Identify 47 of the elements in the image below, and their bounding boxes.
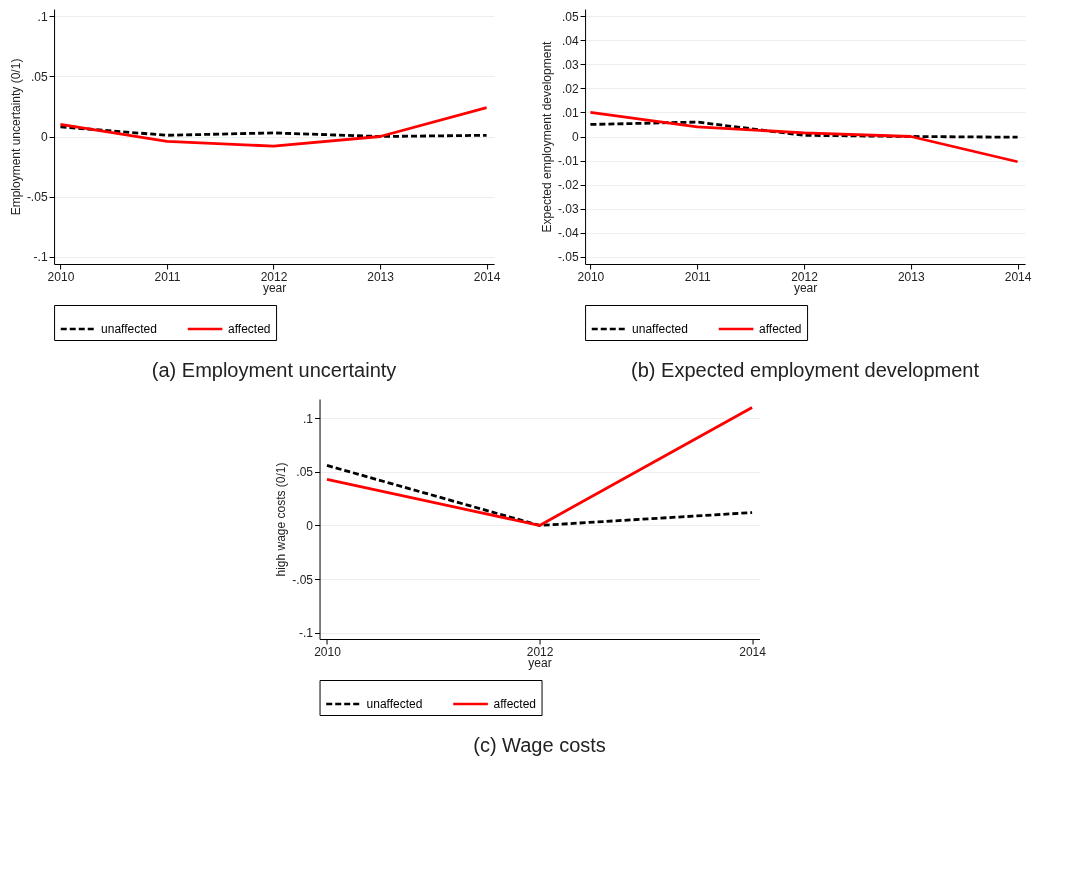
line-series <box>589 120 1019 139</box>
legend-label: unaffected <box>632 322 688 336</box>
x-tick-label: 2013 <box>897 269 925 284</box>
line-series <box>589 111 1019 164</box>
x-tick-label: 2010 <box>314 644 342 659</box>
y-tick-label: .03 <box>561 57 579 72</box>
text: (a) Employment uncertainty <box>151 358 397 381</box>
x-tick-label: 2011 <box>154 269 181 284</box>
y-tick-label: -.01 <box>557 154 579 169</box>
x-tick-label: 2014 <box>739 644 767 659</box>
y-axis-title: Employment uncertainty (0/1) <box>8 58 23 216</box>
x-tick-label: 2010 <box>47 269 75 284</box>
line-series <box>59 106 489 148</box>
y-tick-label: .02 <box>561 81 579 96</box>
text: (b) Expected employment development <box>631 358 980 381</box>
y-tick-label: .05 <box>561 9 579 24</box>
legend-label: unaffected <box>366 697 423 711</box>
line-series <box>59 125 489 138</box>
legend-label: affected <box>228 322 271 336</box>
y-tick-label: -.04 <box>557 226 579 241</box>
y-tick-label: 0 <box>40 130 48 144</box>
x-tick-label: 2011 <box>684 269 711 284</box>
y-tick-label: .01 <box>561 105 579 120</box>
y-tick-label: .04 <box>561 33 579 48</box>
x-tick-label: 2014 <box>473 269 501 284</box>
y-tick-label: -.05 <box>557 250 579 265</box>
y-tick-label: 0 <box>306 518 314 533</box>
y-tick-label: -.05 <box>26 190 48 205</box>
y-tick-label: -.03 <box>557 202 579 217</box>
y-tick-label: .1 <box>37 9 48 24</box>
legend-label: unaffected <box>101 322 157 336</box>
x-tick-label: 2010 <box>577 269 605 284</box>
y-tick-label: -.02 <box>557 178 579 193</box>
text: (c) Wage costs <box>473 733 606 756</box>
legend-label: affected <box>493 697 537 711</box>
y-tick-label: 0 <box>571 130 579 144</box>
y-tick-label: -.05 <box>292 572 314 587</box>
y-tick-label: .1 <box>303 411 314 426</box>
y-axis-title: high wage costs (0/1) <box>274 462 289 577</box>
y-axis-title: Expected employment development <box>539 40 554 233</box>
y-tick-label: -.1 <box>33 250 48 265</box>
y-tick-label: .05 <box>296 465 314 480</box>
x-tick-label: 2014 <box>1004 269 1032 284</box>
legend-label: affected <box>759 322 802 336</box>
y-tick-label: .05 <box>30 69 48 84</box>
y-tick-label: -.1 <box>299 626 314 641</box>
x-tick-label: 2013 <box>367 269 395 284</box>
